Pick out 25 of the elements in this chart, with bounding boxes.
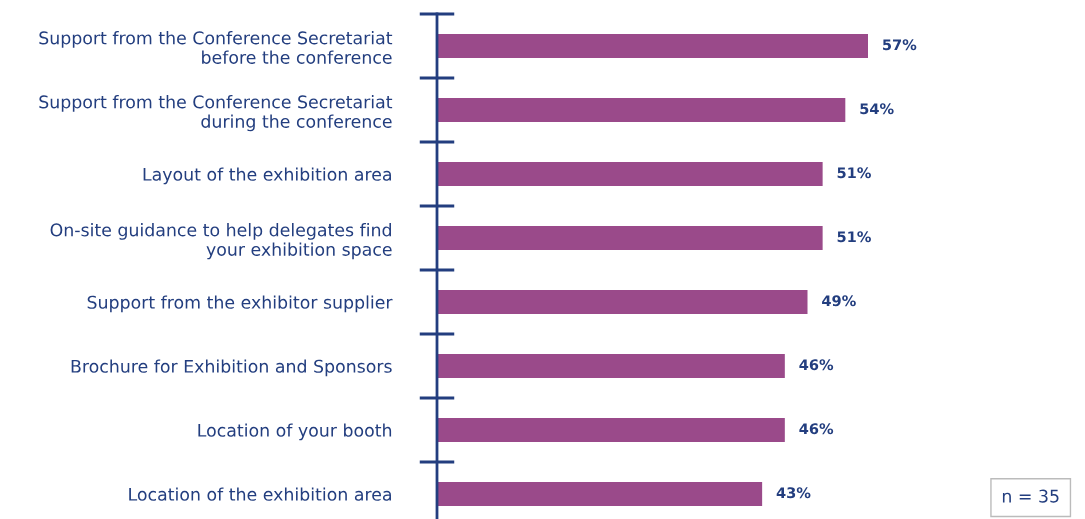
data-label: 51% [837, 231, 871, 243]
y-tick-label: On-site guidance to help delegates find your exhibition space [50, 223, 392, 260]
bar [437, 98, 846, 122]
bar [437, 354, 785, 378]
y-tick-label: Location of your booth [198, 423, 392, 441]
bar [437, 34, 868, 58]
data-label: 51% [837, 167, 871, 179]
bar [437, 226, 823, 250]
data-label: 43% [776, 487, 811, 499]
data-label: 49% [822, 295, 856, 307]
data-label: 57% [883, 39, 917, 51]
data-label: 46% [799, 359, 834, 371]
data-label: 46% [799, 423, 834, 435]
text: n = 35 [1002, 489, 1059, 503]
bar [437, 162, 823, 186]
y-tick-label: Support from the exhibitor supplier [87, 295, 393, 313]
bar [437, 290, 808, 314]
y-tick-label: Location of the exhibition area [129, 487, 391, 501]
y-tick-label: Layout of the exhibition area [143, 167, 391, 185]
y-tick-label: Support from the Conference Secretariat before the conference [39, 31, 393, 64]
y-tick-label: Support from the Conference Secretariat during the conference [39, 95, 393, 132]
bar [437, 482, 763, 506]
bar [437, 418, 785, 442]
data-label: 54% [860, 103, 894, 115]
y-tick-label: Brochure for Exhibition and Sponsors [71, 359, 392, 377]
